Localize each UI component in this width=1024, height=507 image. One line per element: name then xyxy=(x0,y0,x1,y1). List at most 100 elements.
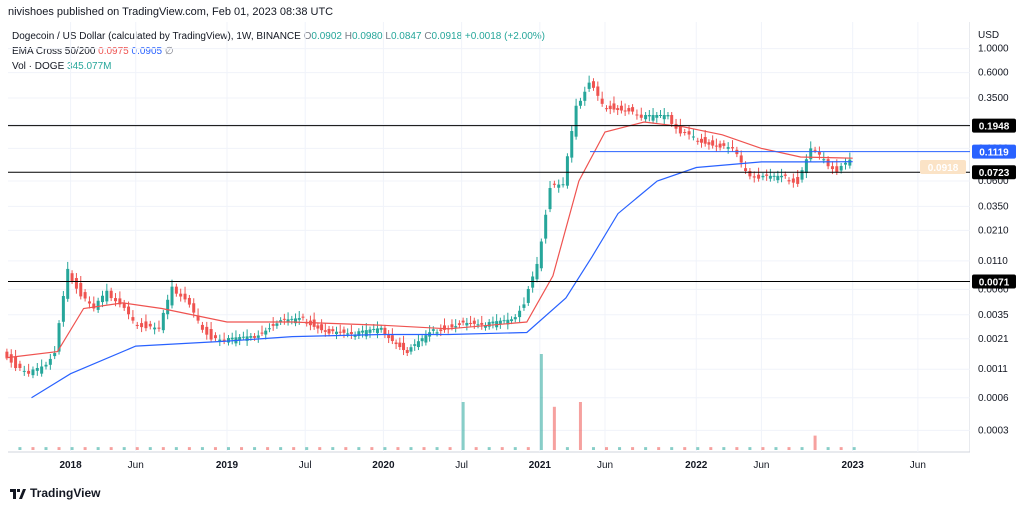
volume-bar xyxy=(526,447,530,450)
candle-body xyxy=(574,105,578,137)
candle-body xyxy=(691,136,695,138)
candle-body xyxy=(187,297,191,305)
candle-body xyxy=(552,183,556,185)
price-level-label: 0.0723 xyxy=(979,168,1010,179)
current-value-label: 0.0918 xyxy=(928,163,959,174)
y-tick-label: 0.0060 xyxy=(978,284,1009,295)
volume-label[interactable]: Vol · DOGE xyxy=(12,61,65,72)
candle-body xyxy=(44,364,48,367)
candle-body xyxy=(253,336,257,338)
volume-bar xyxy=(696,447,700,450)
candle-body xyxy=(135,324,139,327)
candle-body xyxy=(813,149,817,151)
candle-body xyxy=(480,322,484,325)
candle-body xyxy=(375,328,379,334)
x-tick-label: 2020 xyxy=(372,460,395,471)
open-value: 0.0902 xyxy=(311,31,342,42)
volume-bar xyxy=(422,447,426,450)
candle-body xyxy=(205,326,209,335)
candle-body xyxy=(791,178,795,183)
x-tick-label: 2018 xyxy=(59,460,82,471)
candle-body xyxy=(249,336,253,338)
volume-bar xyxy=(357,447,361,450)
candle-body xyxy=(271,324,275,326)
candle-body xyxy=(848,159,852,166)
candle-body xyxy=(230,337,234,340)
candle-body xyxy=(260,332,264,334)
candle-body xyxy=(670,115,674,124)
candle-body xyxy=(5,351,9,358)
candle-body xyxy=(491,321,495,324)
symbol-legend: Dogecoin / US Dollar (calculated by Trad… xyxy=(12,31,545,42)
candle-body xyxy=(14,356,18,369)
candle-body xyxy=(416,341,420,348)
volume-legend: Vol · DOGE 345.077M xyxy=(12,61,112,72)
price-level-label: 0.1948 xyxy=(979,122,1010,133)
candle-body xyxy=(476,324,480,326)
volume-bar xyxy=(292,447,296,450)
candle-body xyxy=(53,353,57,357)
candle-body xyxy=(334,331,338,335)
current-value-tag xyxy=(972,144,1016,159)
candle-body xyxy=(18,363,22,369)
volume-bar xyxy=(266,447,270,450)
tradingview-footer[interactable]: TradingView xyxy=(10,486,100,500)
candle-body xyxy=(413,344,417,346)
candle-body xyxy=(166,299,170,315)
y-tick-label: 0.0011 xyxy=(978,364,1008,375)
volume-bar xyxy=(722,447,726,450)
candle-body xyxy=(651,115,655,121)
ema-label[interactable]: EMA Cross 50/200 xyxy=(12,46,96,57)
candle-body xyxy=(153,327,157,330)
symbol-name[interactable]: Dogecoin / US Dollar (calculated by Trad… xyxy=(12,31,301,42)
volume-bar xyxy=(839,447,843,450)
candle-body xyxy=(342,329,346,333)
volume-bar xyxy=(605,447,609,450)
candle-body xyxy=(70,273,74,281)
tradingview-logo-icon xyxy=(10,488,26,499)
ema-empty-symbol: ∅ xyxy=(164,46,174,57)
candle-body xyxy=(48,358,52,365)
candle-body xyxy=(218,339,222,342)
candle-body xyxy=(596,86,600,96)
candle-body xyxy=(544,214,548,239)
candle-body xyxy=(627,108,631,112)
candle-body xyxy=(140,323,144,328)
candle-body xyxy=(726,147,730,149)
candle-body xyxy=(461,320,465,323)
x-tick-label: Jun xyxy=(597,460,613,471)
candle-body xyxy=(772,175,776,177)
candle-body xyxy=(398,342,402,348)
candle-body xyxy=(402,342,406,351)
price-level-tag xyxy=(972,165,1016,180)
volume-bar xyxy=(148,447,152,450)
candle-body xyxy=(796,177,800,184)
candle-body xyxy=(707,142,711,145)
volume-bar xyxy=(761,447,765,450)
volume-bar xyxy=(474,447,478,450)
candle-body xyxy=(349,332,353,334)
x-tick-label: Jun xyxy=(910,460,926,471)
candle-body xyxy=(323,330,327,332)
price-chart[interactable]: USD1.00000.60000.35000.20000.12000.06000… xyxy=(0,0,1024,480)
volume-bar xyxy=(370,447,374,450)
current-value-label: 0.1119 xyxy=(979,148,1009,159)
candle-body xyxy=(809,148,813,160)
candle-body xyxy=(372,328,376,330)
candle-body xyxy=(498,320,502,324)
candle-body xyxy=(666,115,670,117)
candle-body xyxy=(200,324,204,330)
candle-body xyxy=(241,336,245,338)
candle-body xyxy=(157,327,161,329)
candle-body xyxy=(148,323,152,327)
volume-bar xyxy=(487,447,491,450)
volume-bar xyxy=(578,402,582,450)
candle-body xyxy=(722,143,726,146)
volume-bar xyxy=(174,447,178,450)
volume-bar xyxy=(31,447,35,450)
candle-body xyxy=(301,316,305,318)
candle-body xyxy=(768,175,772,179)
candle-body xyxy=(316,325,320,329)
candle-body xyxy=(435,332,439,334)
ema50-line xyxy=(5,121,853,359)
